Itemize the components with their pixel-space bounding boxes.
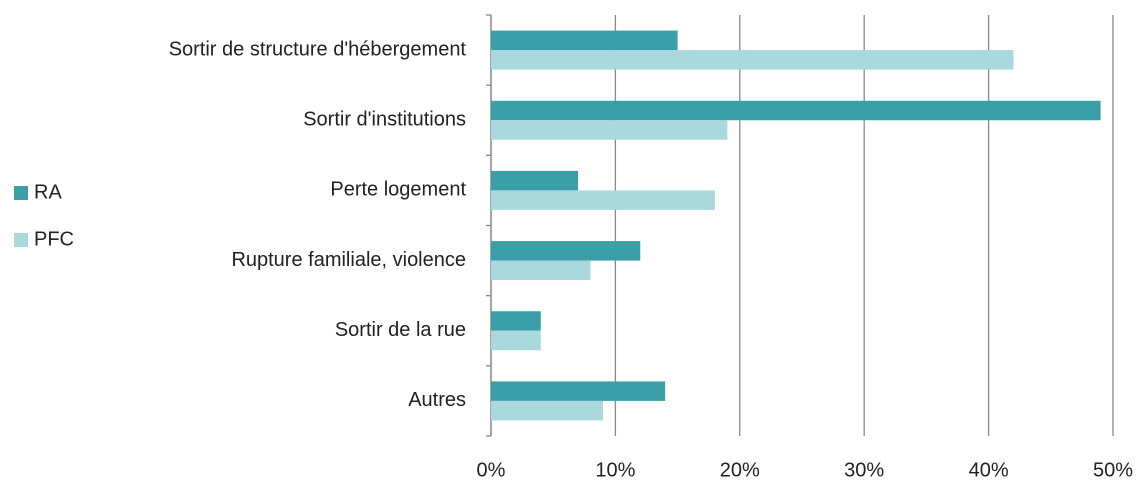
legend-swatch (14, 233, 28, 247)
legend-label: RA (34, 181, 62, 203)
y-tick-label: Perte logement (330, 179, 466, 201)
bar (491, 170, 579, 191)
bar (491, 100, 1101, 121)
y-tick-label: Rupture familiale, violence (231, 249, 466, 271)
y-tick-label: Autres (408, 389, 466, 411)
bar (491, 381, 666, 401)
bar (491, 260, 591, 281)
bar (491, 311, 541, 331)
y-tick-label: Sortir de la rue (335, 319, 466, 341)
bar (491, 50, 1014, 70)
x-tick-label: 50% (1093, 459, 1133, 481)
y-tick-label: Sortir d'institutions (303, 109, 466, 131)
legend-label: PFC (34, 228, 74, 250)
x-tick-label: 0% (477, 459, 506, 481)
x-tick-label: 30% (844, 459, 884, 481)
bar (491, 241, 641, 261)
y-tick-label: Sortir de structure d'hébergement (169, 38, 467, 60)
legend-swatch (14, 186, 28, 200)
x-tick-label: 20% (720, 459, 760, 481)
x-tick-label: 40% (969, 459, 1009, 481)
bar (491, 120, 728, 140)
x-tick-label: 10% (595, 459, 635, 481)
bar (491, 190, 715, 210)
bar (491, 400, 603, 421)
bar (491, 330, 541, 351)
bar (491, 30, 678, 51)
